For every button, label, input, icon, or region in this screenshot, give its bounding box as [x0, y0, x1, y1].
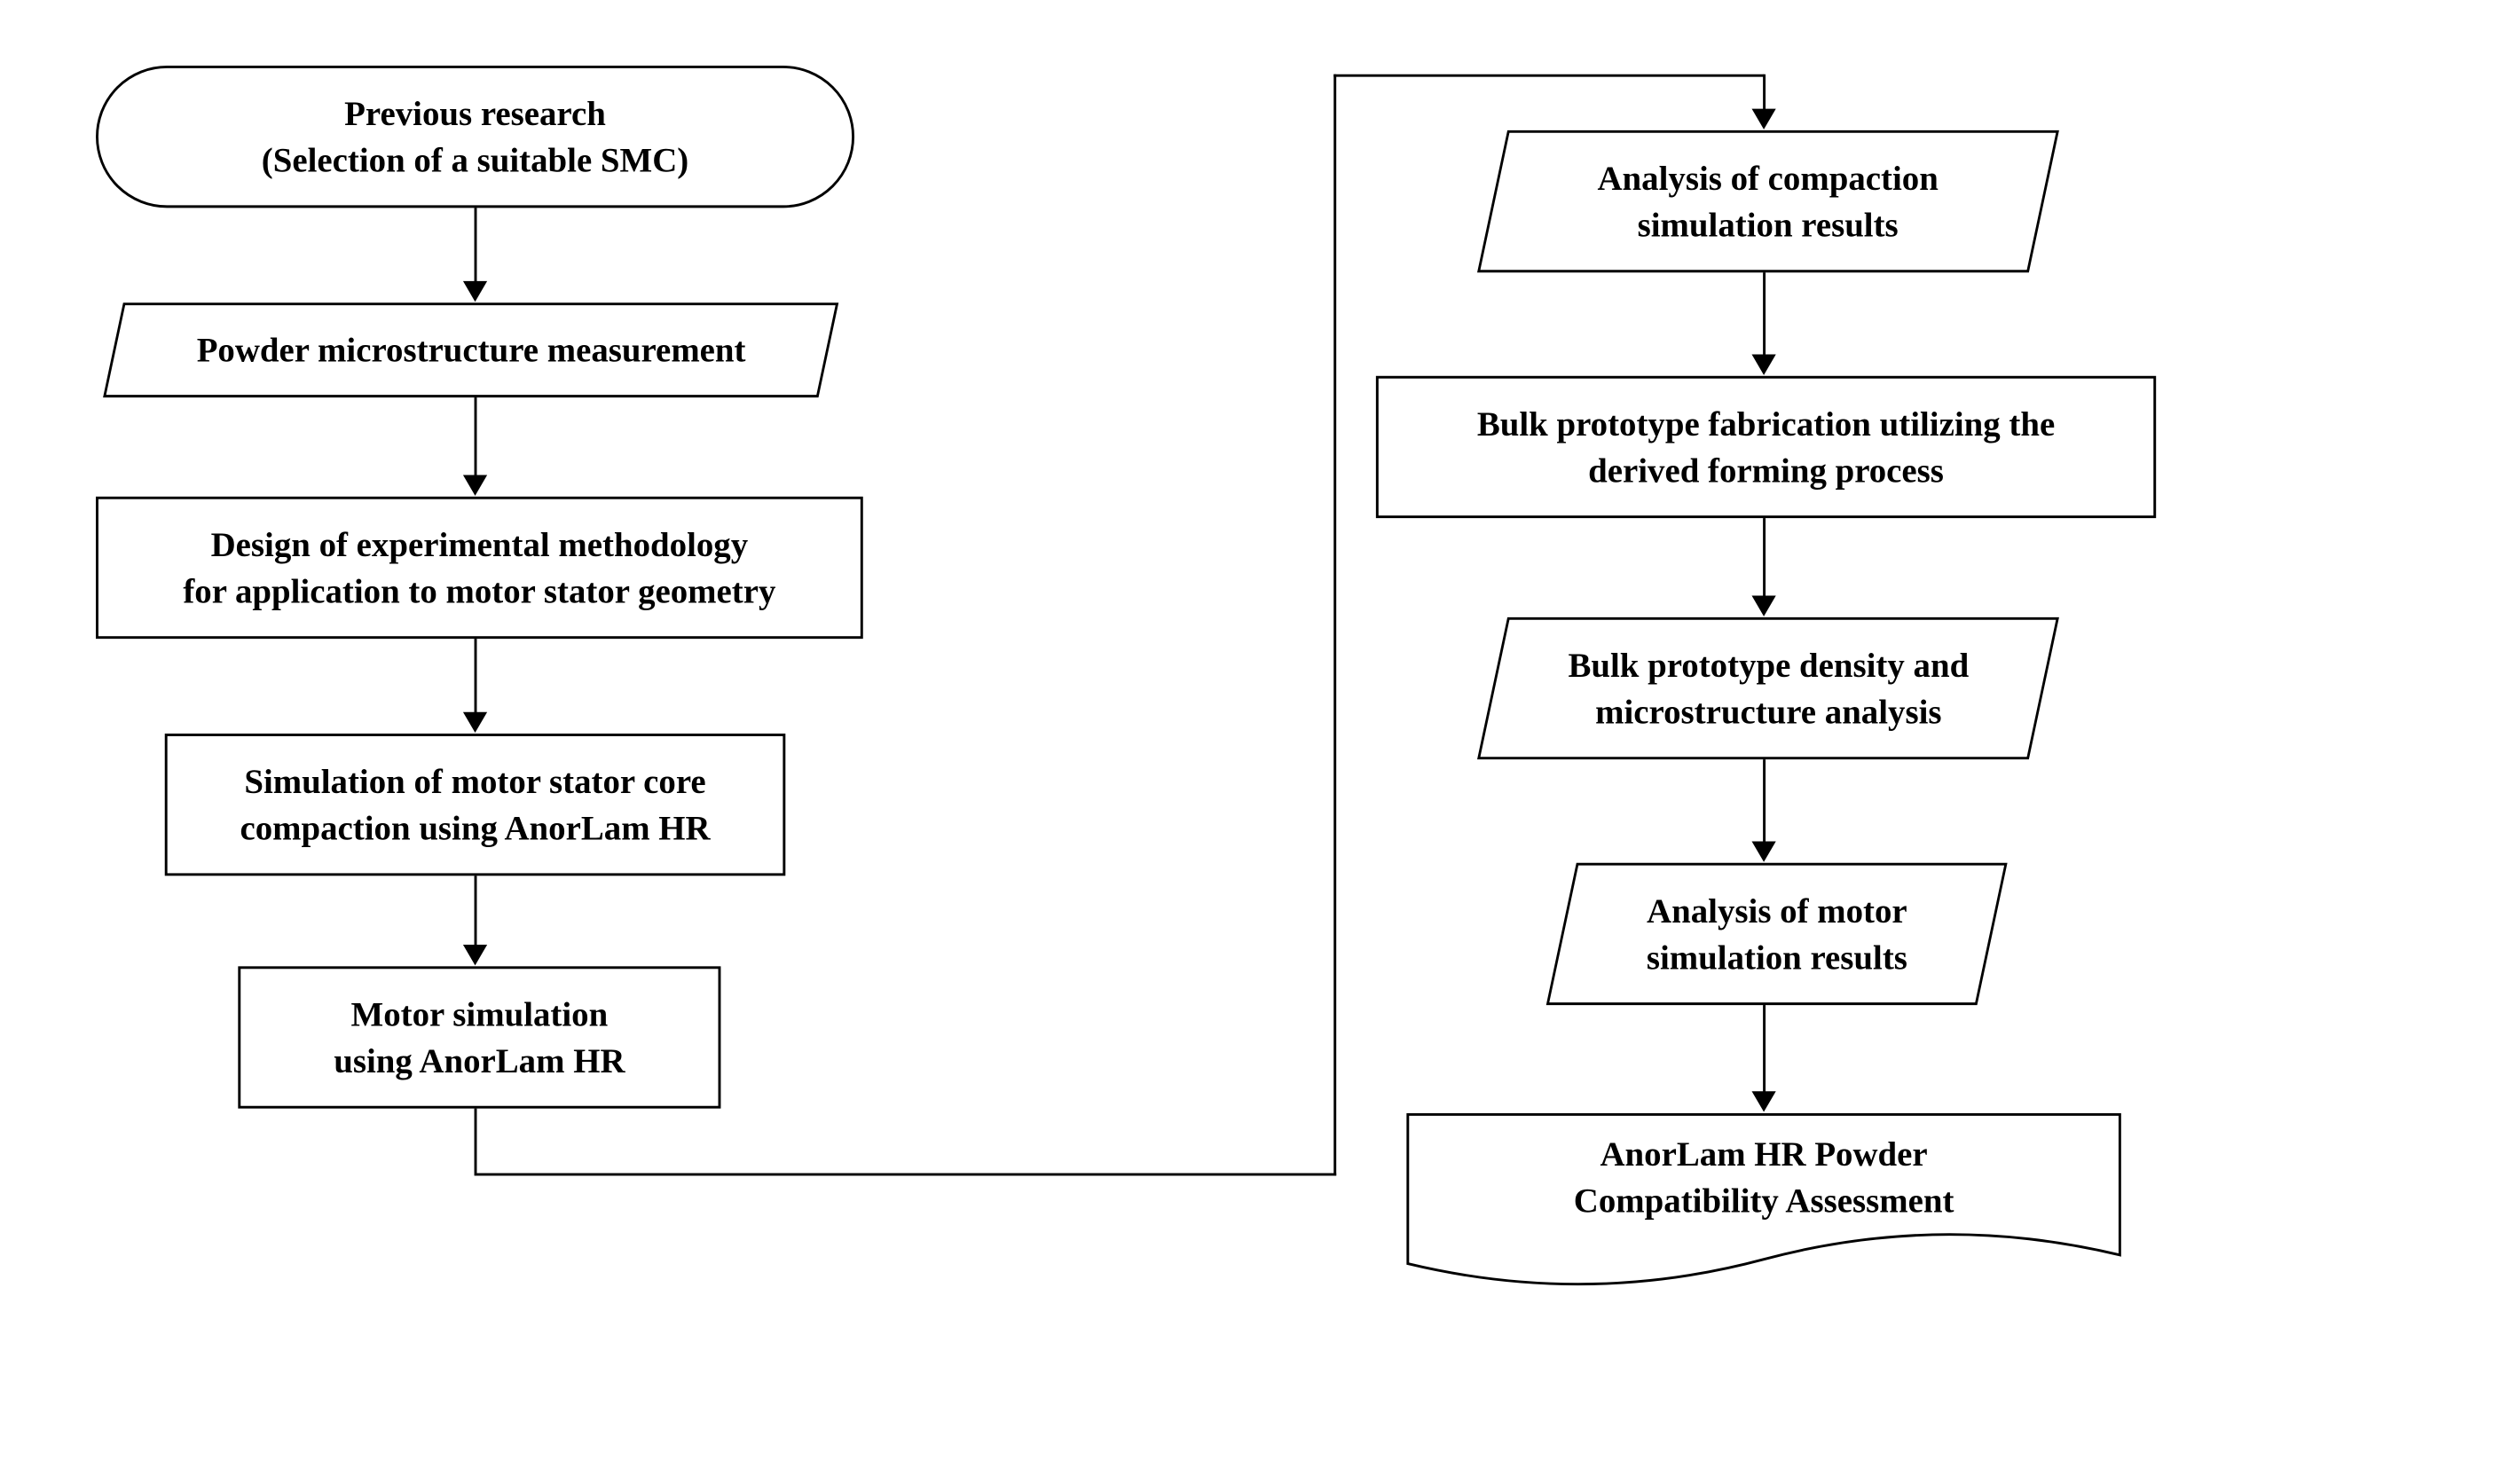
node-label: AnorLam HR PowderCompatibility Assessmen… — [1574, 1131, 1954, 1224]
edge-elbow-seg3 — [1333, 75, 1336, 1176]
edge-elbow-seg1 — [475, 1109, 477, 1174]
node-label: Simulation of motor stator corecompactio… — [240, 758, 710, 852]
flowchart-container: Previous research(Selection of a suitabl… — [35, 35, 2396, 1409]
edge — [1763, 272, 1766, 355]
node-label: Analysis of motorsimulation results — [1647, 887, 1907, 980]
arrow-head-icon — [463, 712, 487, 733]
node-motor-simulation: Motor simulationusing AnorLam HR — [238, 966, 720, 1108]
edge — [1763, 1005, 1766, 1092]
node-label: Analysis of compactionsimulation results — [1598, 155, 1939, 248]
node-label: Motor simulationusing AnorLam HR — [334, 991, 625, 1084]
node-stator-simulation: Simulation of motor stator corecompactio… — [165, 734, 786, 875]
node-previous-research: Previous research(Selection of a suitabl… — [96, 66, 854, 208]
edge — [475, 208, 477, 282]
edge-elbow-seg4 — [1333, 75, 1764, 77]
arrow-head-icon — [463, 945, 487, 965]
node-bulk-fabrication: Bulk prototype fabrication utilizing the… — [1376, 376, 2156, 518]
node-compatibility-assessment: AnorLam HR PowderCompatibility Assessmen… — [1406, 1113, 2121, 1243]
edge — [1763, 518, 1766, 596]
arrow-head-icon — [1751, 841, 1775, 861]
edge — [475, 397, 477, 475]
edge-elbow-seg5 — [1763, 75, 1766, 110]
node-label: Bulk prototype fabrication utilizing the… — [1477, 400, 2055, 493]
arrow-head-icon — [1751, 354, 1775, 374]
arrow-head-icon — [463, 281, 487, 302]
node-motor-analysis: Analysis of motorsimulation results — [1546, 863, 2008, 1005]
node-design-methodology: Design of experimental methodologyfor ap… — [96, 497, 863, 639]
arrow-head-icon — [1751, 109, 1775, 130]
node-compaction-analysis: Analysis of compactionsimulation results — [1477, 130, 2059, 272]
edge — [475, 639, 477, 713]
edge — [1763, 759, 1766, 842]
node-powder-measurement: Powder microstructure measurement — [103, 302, 838, 397]
edge-elbow-seg2 — [475, 1174, 1337, 1176]
edge — [475, 875, 477, 946]
node-label: Bulk prototype density andmicrostructure… — [1568, 642, 1969, 735]
node-label: Powder microstructure measurement — [196, 326, 745, 373]
node-label: Previous research(Selection of a suitabl… — [262, 90, 688, 184]
arrow-head-icon — [463, 475, 487, 496]
arrow-head-icon — [1751, 596, 1775, 616]
node-density-analysis: Bulk prototype density andmicrostructure… — [1477, 617, 2059, 759]
node-label: Design of experimental methodologyfor ap… — [183, 522, 775, 615]
arrow-head-icon — [1751, 1091, 1775, 1111]
